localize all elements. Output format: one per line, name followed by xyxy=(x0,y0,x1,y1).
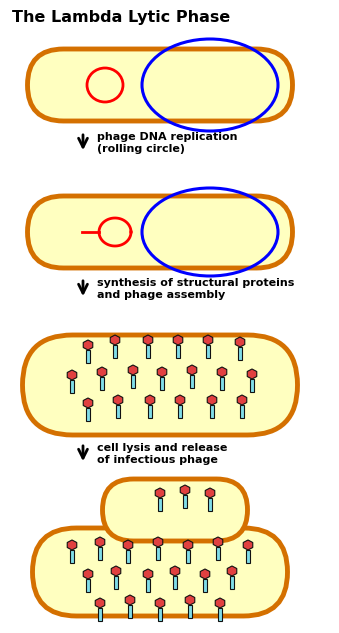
Bar xyxy=(86,349,90,363)
Polygon shape xyxy=(83,569,93,579)
Bar xyxy=(240,404,244,418)
Polygon shape xyxy=(235,337,245,347)
Polygon shape xyxy=(243,540,253,550)
Bar xyxy=(250,379,254,391)
Bar xyxy=(160,377,164,389)
Polygon shape xyxy=(183,540,193,550)
Polygon shape xyxy=(227,566,237,576)
Bar xyxy=(206,344,210,358)
Bar xyxy=(208,498,212,510)
Bar xyxy=(158,608,162,620)
Polygon shape xyxy=(205,488,215,498)
Polygon shape xyxy=(215,598,225,608)
Polygon shape xyxy=(155,488,165,498)
Bar xyxy=(113,344,117,358)
Polygon shape xyxy=(175,395,185,405)
Bar xyxy=(148,404,152,418)
Text: synthesis of structural proteins
and phage assembly: synthesis of structural proteins and pha… xyxy=(97,278,294,300)
Polygon shape xyxy=(67,370,77,380)
Polygon shape xyxy=(143,569,153,579)
Polygon shape xyxy=(187,365,197,375)
Polygon shape xyxy=(180,485,190,495)
Polygon shape xyxy=(95,598,105,608)
Text: cell lysis and release
of infectious phage: cell lysis and release of infectious pha… xyxy=(97,443,227,465)
Bar xyxy=(176,344,180,358)
Polygon shape xyxy=(157,367,167,377)
Bar xyxy=(218,608,222,620)
Polygon shape xyxy=(153,537,163,547)
Polygon shape xyxy=(213,537,223,547)
Bar xyxy=(70,380,74,392)
Bar xyxy=(100,377,104,389)
Bar xyxy=(146,579,150,591)
Polygon shape xyxy=(207,395,217,405)
Bar xyxy=(210,404,214,418)
FancyBboxPatch shape xyxy=(33,528,287,616)
Bar xyxy=(216,546,220,560)
Polygon shape xyxy=(128,365,138,375)
Bar xyxy=(114,575,118,589)
Bar xyxy=(86,408,90,420)
FancyBboxPatch shape xyxy=(102,479,247,541)
Polygon shape xyxy=(97,367,107,377)
Bar xyxy=(156,546,160,560)
Polygon shape xyxy=(185,595,195,605)
Polygon shape xyxy=(95,537,105,547)
Bar xyxy=(116,404,120,418)
Bar xyxy=(220,377,224,389)
FancyBboxPatch shape xyxy=(22,335,298,435)
Polygon shape xyxy=(237,395,247,405)
Polygon shape xyxy=(110,335,120,345)
Bar xyxy=(188,605,192,618)
FancyBboxPatch shape xyxy=(27,196,293,268)
Bar xyxy=(230,575,234,589)
FancyBboxPatch shape xyxy=(27,49,293,121)
Polygon shape xyxy=(83,398,93,408)
Polygon shape xyxy=(155,598,165,608)
Bar xyxy=(246,549,250,563)
Polygon shape xyxy=(111,566,121,576)
Text: The Lambda Lytic Phase: The Lambda Lytic Phase xyxy=(12,10,230,25)
Bar xyxy=(86,579,90,591)
Bar xyxy=(146,344,150,358)
Bar xyxy=(158,498,162,510)
Text: phage DNA replication
(rolling circle): phage DNA replication (rolling circle) xyxy=(97,132,238,154)
Polygon shape xyxy=(173,335,183,345)
Polygon shape xyxy=(217,367,227,377)
Polygon shape xyxy=(203,335,213,345)
Polygon shape xyxy=(83,340,93,350)
Bar xyxy=(203,579,207,591)
Bar xyxy=(183,494,187,508)
Bar xyxy=(186,549,190,563)
Polygon shape xyxy=(123,540,133,550)
Polygon shape xyxy=(170,566,180,576)
Polygon shape xyxy=(67,540,77,550)
Polygon shape xyxy=(145,395,155,405)
Bar xyxy=(190,375,194,387)
Bar xyxy=(98,608,102,620)
Polygon shape xyxy=(247,369,257,379)
Bar xyxy=(131,375,135,387)
Bar xyxy=(173,575,177,589)
Bar xyxy=(238,346,242,360)
Bar xyxy=(70,549,74,563)
Polygon shape xyxy=(125,595,135,605)
Bar xyxy=(98,546,102,560)
Bar xyxy=(178,404,182,418)
Bar xyxy=(126,549,130,563)
Bar xyxy=(128,605,132,618)
Polygon shape xyxy=(143,335,153,345)
Polygon shape xyxy=(200,569,210,579)
Polygon shape xyxy=(113,395,123,405)
